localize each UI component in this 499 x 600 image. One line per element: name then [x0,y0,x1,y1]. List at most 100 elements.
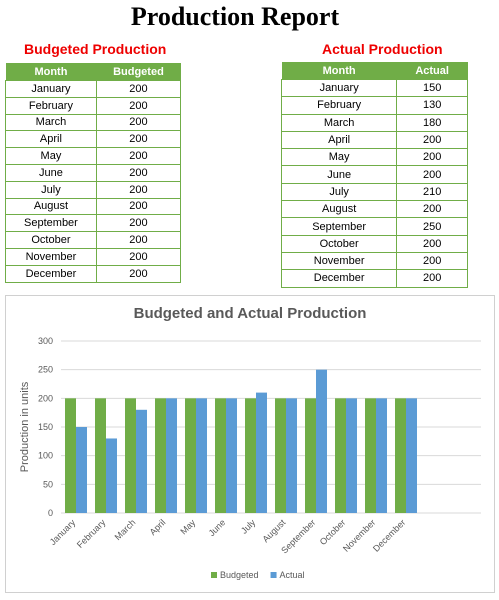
row: April 200 [5,130,182,149]
cell: May [280,148,398,167]
cell: September [5,214,97,233]
cell: 200 [95,80,182,98]
bar [125,398,136,513]
bar [346,398,357,513]
cell: 200 [95,96,182,115]
bar [155,398,166,513]
cell: November [280,251,398,271]
cell: December [5,264,97,283]
cell: March [5,113,97,132]
bar [215,398,226,513]
budget-table: Month Budgeted January 200 February 200 March 2… [5,63,182,283]
cell: 200 [396,200,468,219]
cell: 200 [95,130,182,149]
cell: April [280,130,398,150]
x-tick-label: August [261,517,288,544]
x-tick-label: April [148,517,168,537]
chart: Budgeted and Actual Production Productio… [19,305,481,580]
x-tick-label: December [371,517,407,553]
legend-swatch [211,572,217,578]
header-cell: Month [281,62,397,80]
bar [286,398,297,513]
row: November 200 [280,251,468,271]
y-tick-label: 250 [38,365,53,375]
bar [376,398,387,513]
legend-label: Actual [280,570,305,580]
row: June 200 [5,163,182,182]
bar [166,398,177,513]
cell: 150 [396,78,468,98]
bar [245,398,256,513]
x-tick-label: February [75,517,108,550]
y-axis-label: Production in units [19,381,31,472]
header-row: Month Actual [281,62,468,80]
cell: October [280,234,398,253]
row: September 200 [5,214,182,233]
chart-title: Budgeted and Actual Production [134,305,367,322]
y-tick-label: 150 [38,422,53,432]
cell: 200 [396,269,468,288]
x-tick-label: May [178,517,197,536]
cell: May [5,147,97,165]
row: July 210 [280,182,468,202]
cell: 250 [396,217,468,236]
cell: 200 [95,147,182,165]
row: September 250 [280,217,468,236]
legend-label: Budgeted [220,570,259,580]
row: May 200 [5,147,182,165]
bar [226,398,237,513]
x-tick-label: July [239,517,258,536]
header-cell: Actual [396,62,468,80]
bar [406,398,417,513]
cell: 200 [396,148,468,167]
actual-table: Month Actual January 150 February 130 March 180… [280,62,468,288]
bar [335,398,346,513]
y-tick-label: 50 [43,479,53,489]
cell: 200 [95,163,182,182]
row: February 130 [280,96,468,115]
bar [196,398,207,513]
row: October 200 [280,234,468,253]
cell: 200 [396,234,468,253]
table-title: Actual Production [322,41,443,57]
row: August 200 [5,197,182,216]
x-tick-label: January [48,517,78,547]
bar [316,369,327,513]
bar [106,438,117,513]
row: August 200 [280,200,468,219]
legend-swatch [270,572,277,578]
y-tick-label: 100 [38,451,53,461]
y-tick-label: 0 [48,508,53,518]
bar [76,427,87,513]
row: July 200 [5,180,182,199]
row: June 200 [280,165,468,184]
cell: January [5,80,97,98]
bar [365,398,376,513]
row: March 180 [280,113,468,132]
y-tick-label: 300 [38,336,53,346]
row: March 200 [5,113,182,132]
x-tick-label: June [207,517,228,538]
x-tick-label: March [113,517,138,542]
cell: June [5,163,97,182]
cell: April [5,130,97,149]
cell: February [280,96,398,115]
cell: 200 [95,214,182,233]
cell: 200 [396,251,468,271]
cell: November [5,247,97,266]
cell: August [5,197,97,216]
cell: March [280,113,398,132]
x-tick-label: October [318,517,348,547]
bar [65,398,76,513]
header-row: Month Budgeted [5,63,181,81]
y-tick-label: 200 [38,393,53,403]
row: February 200 [5,96,182,115]
cell: 200 [396,130,468,150]
header-cell: Budgeted [96,63,181,81]
row: December 200 [5,264,182,283]
cell: 130 [396,96,468,115]
cell: 200 [95,197,182,216]
cell: July [280,182,398,202]
chart-area: Budgeted and Actual Production Productio… [5,295,495,593]
